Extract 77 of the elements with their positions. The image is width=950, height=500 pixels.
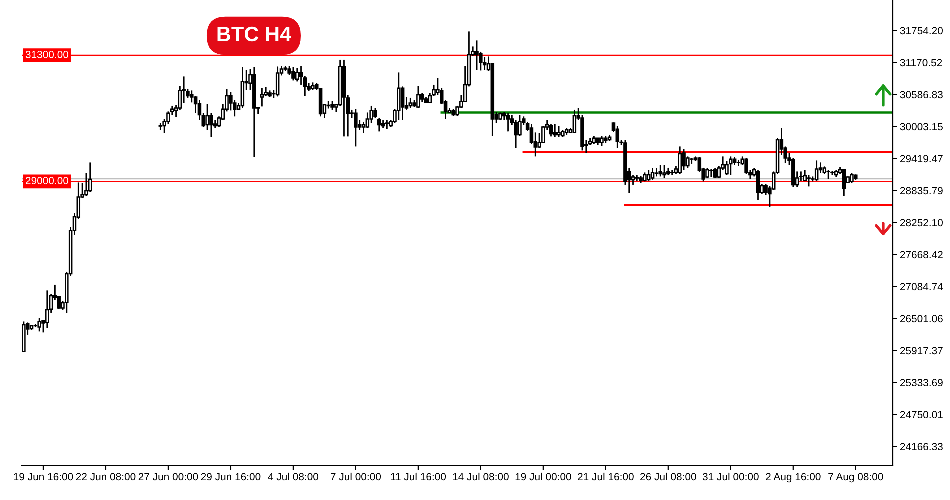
candlestick — [682, 148, 686, 171]
candlestick — [260, 88, 264, 108]
x-tick-label: 31 Jul 00:00 — [702, 472, 759, 481]
ref-line-label: 31300.00 — [26, 51, 69, 58]
candlestick — [354, 108, 358, 148]
candlestick — [807, 174, 811, 188]
y-tick-label: 29419.47 — [900, 155, 943, 163]
candlestick — [38, 318, 42, 332]
candlestick — [658, 164, 662, 178]
candlestick — [378, 117, 382, 132]
candlestick — [206, 103, 210, 131]
candlestick — [557, 125, 561, 138]
candlestick — [842, 169, 846, 197]
x-tick-label: 21 Jul 16:00 — [578, 472, 634, 481]
candlestick — [397, 72, 401, 121]
candlestick — [514, 119, 518, 149]
x-tick-label: 29 Jun 16:00 — [201, 473, 261, 481]
candlestick — [295, 68, 300, 82]
candlestick — [686, 156, 690, 169]
candlestick — [276, 66, 280, 98]
candlestick — [292, 66, 296, 82]
y-tick-label: 24166.33 — [900, 443, 943, 451]
x-tick-label: 22 Jun 08:00 — [76, 473, 136, 481]
y-tick-label: 24750.01 — [900, 411, 943, 419]
candlestick — [756, 169, 760, 201]
x-tick-label: 14 Jul 08:00 — [453, 472, 509, 481]
candlestick — [572, 109, 577, 134]
candlestick — [600, 135, 604, 147]
x-tick-label: 26 Jul 08:00 — [640, 472, 696, 481]
candlestick — [850, 172, 854, 184]
candlestick — [549, 123, 554, 138]
candlestick — [362, 121, 366, 134]
candlestick — [678, 146, 682, 175]
y-tick-label: 30003.15 — [900, 123, 943, 131]
x-tick-label: 4 Jul 08:00 — [268, 472, 319, 481]
candlestick — [729, 156, 733, 176]
candlestick — [814, 160, 819, 182]
y-tick-label: 31170.52 — [900, 59, 942, 67]
candlestick — [370, 105, 374, 124]
y-tick-label: 25917.37 — [900, 347, 943, 355]
candlestick — [650, 168, 655, 181]
candlestick — [647, 169, 651, 182]
x-tick-label: 2 Aug 16:00 — [766, 473, 821, 483]
y-tick-label: 31754.20 — [900, 27, 943, 35]
y-tick-label: 27668.42 — [900, 251, 943, 259]
candlestick — [616, 125, 620, 149]
x-tick-label: 27 Jun 00:00 — [138, 473, 198, 481]
x-tick-label: 7 Jul 00:00 — [331, 472, 382, 481]
y-tick-label: 27084.74 — [900, 283, 944, 291]
candlestick — [631, 174, 636, 186]
candlestick — [374, 107, 378, 119]
candlestick — [400, 86, 405, 121]
y-tick-label: 30586.83 — [900, 91, 943, 99]
candlestick — [725, 160, 729, 176]
y-tick-label: 25333.69 — [900, 379, 943, 387]
candlestick — [210, 112, 214, 138]
candlestick — [46, 290, 50, 329]
candlestick — [475, 40, 479, 71]
x-tick-label: 11 Jul 16:00 — [391, 472, 446, 481]
candlestick — [662, 164, 666, 179]
candlestick — [553, 123, 558, 138]
candlestick — [706, 168, 710, 179]
candlestick — [826, 169, 830, 180]
text: BTC H4 — [218, 26, 292, 42]
candlestick — [385, 119, 390, 130]
candlestick — [88, 162, 92, 193]
y-tick-label: 28835.79 — [900, 187, 943, 195]
x-tick-label: 19 Jun 16:00 — [14, 473, 74, 481]
candlestick — [408, 97, 413, 109]
candlestick — [506, 112, 510, 132]
candlestick — [456, 105, 460, 117]
y-tick-label: 26501.06 — [900, 315, 943, 323]
y-tick-label: 28252.10 — [900, 219, 943, 227]
x-tick-label: 19 Jul 00:00 — [516, 472, 572, 481]
ref-line-label: 29000.00 — [26, 177, 69, 184]
candlestick — [416, 85, 420, 109]
x-tick-label: 7 Aug 08:00 — [828, 473, 884, 483]
